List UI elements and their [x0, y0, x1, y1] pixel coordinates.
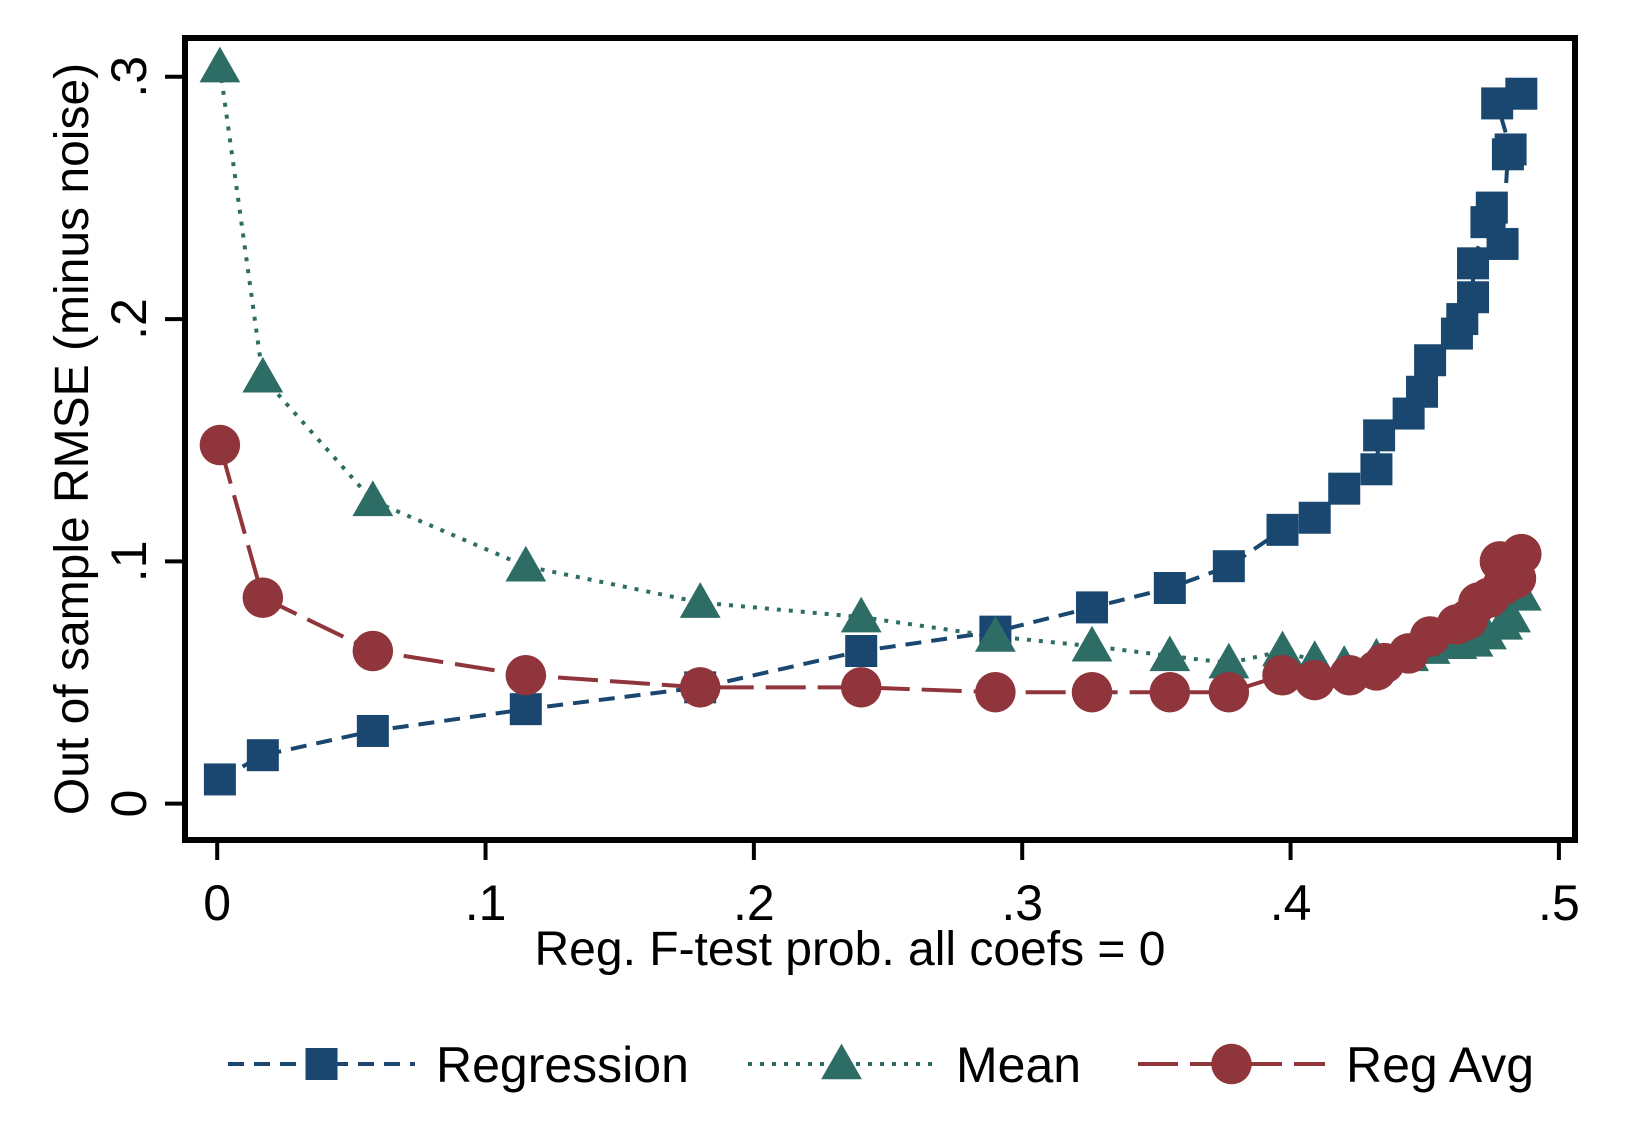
x-tick-label-0: 0 — [203, 875, 231, 931]
series-markers-regression — [203, 77, 1538, 796]
series-line-regression — [218, 91, 1523, 782]
data-point-mean-2 — [352, 480, 394, 517]
legend: Regression Mean Reg Avg — [228, 1037, 1534, 1093]
data-point-reg-avg-11 — [1294, 659, 1335, 701]
data-point-mean-10 — [1262, 630, 1303, 667]
data-point-regression-16 — [1406, 375, 1439, 408]
data-point-reg-avg-10 — [1262, 654, 1303, 696]
data-point-mean-6 — [974, 616, 1016, 652]
data-point-regression-20 — [1457, 281, 1490, 314]
data-point-regression-24 — [1486, 227, 1519, 260]
x-tick-label-4: .4 — [1270, 875, 1312, 931]
plot-frame — [182, 35, 1578, 843]
data-point-mean-7 — [1071, 625, 1113, 662]
legend-marker-mean — [821, 1043, 862, 1080]
axes: 0 .1 .2 .3 .4 .5 0 .1 .2 .3 — [101, 56, 1580, 931]
legend-item-reg-avg: Reg Avg — [1138, 1037, 1534, 1093]
series-line-mean — [217, 66, 1524, 668]
legend-label-reg-avg: Reg Avg — [1346, 1037, 1534, 1093]
legend-marker-reg-avg — [1211, 1043, 1252, 1085]
y-tick-label-1: .1 — [101, 541, 157, 583]
data-point-regression-12 — [1328, 472, 1361, 505]
x-tick-label-2: .2 — [733, 875, 775, 931]
y-tick-label-2: .2 — [101, 298, 157, 340]
x-tick-label-1: .1 — [465, 875, 507, 931]
plot-area — [182, 35, 1578, 843]
series-markers-mean — [199, 46, 1542, 681]
data-point-regression-3 — [509, 693, 542, 726]
data-point-regression-13 — [1360, 453, 1393, 486]
data-point-regression-11 — [1298, 501, 1331, 534]
data-point-regression-7 — [1075, 591, 1108, 624]
data-point-regression-9 — [1212, 550, 1245, 583]
x-axis-title: Reg. F-test prob. all coefs = 0 — [535, 923, 1166, 976]
data-point-mean-0 — [199, 46, 241, 83]
series-markers-reg-avg — [199, 424, 1542, 713]
data-point-reg-avg-0 — [199, 424, 241, 466]
data-point-regression-0 — [203, 763, 236, 796]
data-point-mean-5 — [840, 596, 882, 633]
data-point-mean-18 — [1466, 613, 1507, 650]
data-point-reg-avg-7 — [1071, 671, 1113, 713]
data-point-reg-avg-1 — [242, 577, 284, 618]
data-point-regression-14 — [1363, 419, 1396, 452]
data-point-reg-avg-6 — [975, 671, 1016, 713]
data-point-reg-avg-2 — [352, 630, 394, 672]
data-point-mean-20 — [1490, 596, 1531, 633]
legend-marker-regression — [305, 1048, 338, 1080]
legend-label-mean: Mean — [956, 1037, 1081, 1093]
data-point-mean-1 — [242, 356, 284, 393]
data-point-regression-10 — [1266, 513, 1299, 546]
y-axis-title: Out of sample RMSE (minus noise) — [46, 63, 99, 815]
legend-label-regression: Regression — [436, 1037, 689, 1093]
data-point-reg-avg-24 — [1501, 533, 1542, 575]
data-point-regression-2 — [356, 714, 389, 747]
data-point-regression-1 — [246, 739, 279, 772]
data-point-reg-avg-3 — [505, 654, 547, 696]
data-point-mean-3 — [505, 545, 547, 582]
y-tick-label-3: .3 — [101, 56, 157, 98]
data-point-reg-avg-4 — [679, 667, 721, 708]
data-point-reg-avg-9 — [1208, 671, 1250, 713]
legend-item-mean: Mean — [748, 1037, 1081, 1093]
data-point-mean-8 — [1149, 635, 1191, 672]
data-point-regression-5 — [845, 635, 878, 668]
data-point-regression-23 — [1475, 191, 1508, 224]
legend-item-regression: Regression — [228, 1037, 689, 1093]
data-point-regression-21 — [1457, 247, 1490, 280]
data-point-regression-17 — [1414, 344, 1447, 377]
data-point-regression-28 — [1505, 77, 1538, 110]
x-tick-label-5: .5 — [1538, 875, 1580, 931]
x-tick-label-3: .3 — [1001, 875, 1043, 931]
y-tick-label-0: 0 — [101, 790, 157, 818]
data-point-regression-8 — [1153, 572, 1186, 605]
data-point-reg-avg-5 — [840, 667, 882, 708]
data-point-regression-26 — [1494, 133, 1527, 166]
data-point-mean-9 — [1208, 642, 1250, 679]
data-point-reg-avg-8 — [1149, 671, 1191, 713]
data-point-mean-4 — [679, 582, 721, 618]
